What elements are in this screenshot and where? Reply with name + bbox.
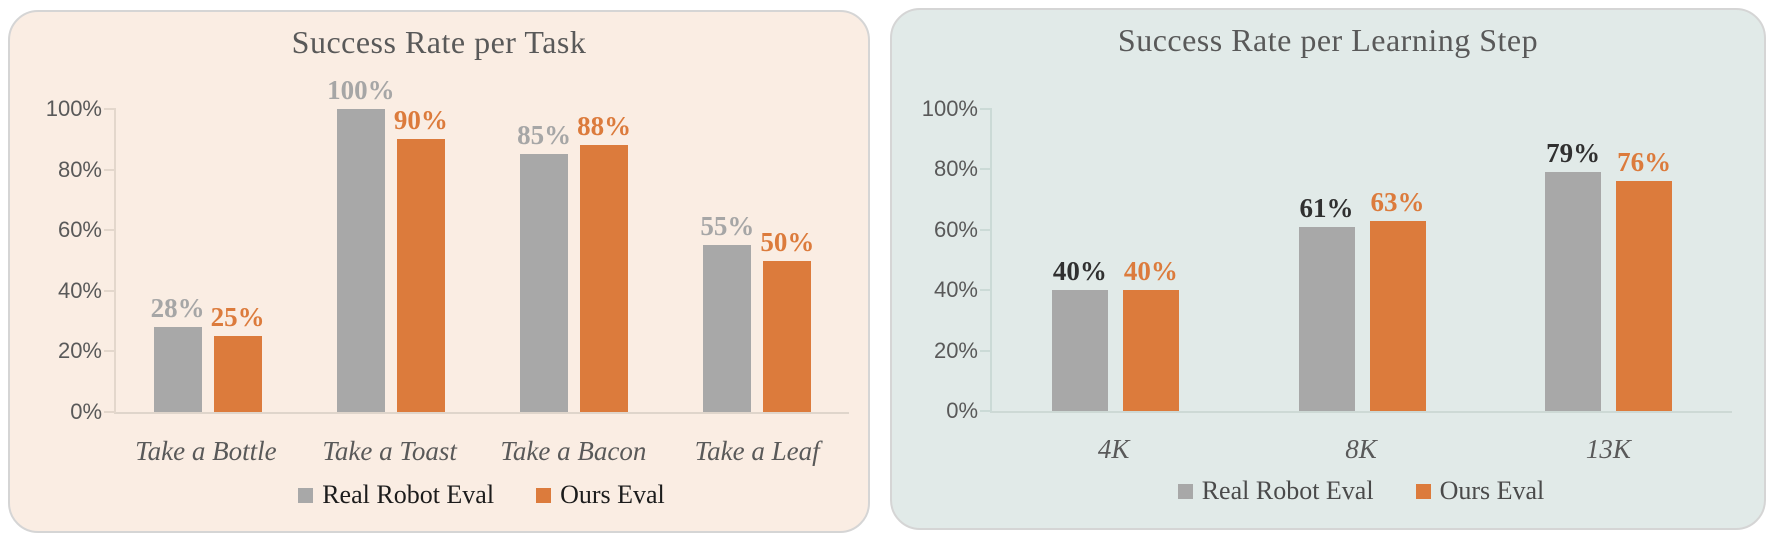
- plot-area: 0% 20% 40% 60% 80% 100% 28% 25% 100% 90% 85% 88% 55…: [46, 77, 849, 423]
- bar-real-robot-eval: 28%: [151, 295, 205, 412]
- y-axis-label: 100%: [45, 96, 102, 121]
- bar-value-label: 85%: [517, 120, 572, 151]
- bar-ours-eval: 90%: [394, 107, 448, 412]
- y-axis-label: 80%: [933, 156, 978, 182]
- category-label-13k: 13K: [1585, 434, 1631, 464]
- y-axis-tick: [104, 108, 116, 110]
- bar-group-take-a-leaf: 55% 50%: [666, 109, 849, 412]
- legend-swatch-ours-eval: [1415, 483, 1431, 499]
- y-axis-label: 60%: [57, 217, 102, 243]
- bar-value-label: 63%: [1370, 186, 1425, 217]
- y-axis-label: 40%: [57, 277, 102, 303]
- bar-group-8k: 61% 63%: [1239, 109, 1486, 411]
- category-label-8k: 8K: [1345, 434, 1377, 464]
- legend-swatch-real-robot-eval: [1177, 483, 1193, 499]
- chart-title: Success Rate per Learning Step: [1117, 22, 1539, 58]
- bar-value-label: 28%: [150, 293, 205, 324]
- y-axis-tick: [104, 168, 116, 171]
- bar-group-take-a-bottle: 28% 25%: [116, 109, 299, 412]
- bar-value-label: 50%: [760, 226, 815, 257]
- legend-swatch-real-robot-eval: [298, 487, 314, 503]
- legend: Real Robot Eval Ours Eval: [114, 482, 849, 508]
- bar-real-robot-eval: 55%: [700, 213, 754, 412]
- y-axis-tick: [980, 289, 992, 292]
- bar-groups: 28% 25% 100% 90% 85% 88% 55% 50%: [116, 77, 849, 412]
- legend-label-real-robot-eval: Real Robot Eval: [1201, 476, 1374, 505]
- bar-value-label: 55%: [700, 211, 755, 242]
- bar-value-label: 40%: [1123, 256, 1178, 287]
- bar-real-robot-eval: 61%: [1298, 194, 1355, 411]
- bar-ours-eval: 76%: [1616, 149, 1673, 411]
- legend-item-ours-eval: Ours Eval: [1415, 476, 1545, 505]
- bar-real-robot-eval: 100%: [327, 77, 395, 412]
- category-label-take-a-bacon: Take a Bacon: [500, 436, 647, 466]
- y-axis-tick: [980, 349, 992, 352]
- bar-group-4k: 40% 40%: [992, 109, 1239, 411]
- y-axis-label: 0%: [70, 399, 102, 424]
- bar-value-label: 90%: [393, 105, 448, 136]
- legend-item-real-robot-eval: Real Robot Eval: [1177, 476, 1374, 505]
- y-axis-tick: [980, 108, 992, 110]
- category-label-take-a-bottle: Take a Bottle: [135, 436, 277, 466]
- category-label-take-a-leaf: Take a Leaf: [694, 436, 820, 466]
- chart-title: Success Rate per Task: [291, 24, 587, 60]
- bar-group-13k: 79% 76%: [1485, 109, 1732, 411]
- legend-label-ours-eval: Ours Eval: [1439, 476, 1545, 505]
- bar-real-robot-eval: 40%: [1051, 258, 1108, 411]
- y-axis-tick: [104, 229, 116, 232]
- y-axis: 0% 20% 40% 60% 80% 100%: [46, 98, 849, 423]
- legend-swatch-ours-eval: [536, 487, 552, 503]
- bar-real-robot-eval: 79%: [1545, 140, 1602, 411]
- bar-value-label: 100%: [327, 75, 395, 105]
- y-axis-label: 80%: [57, 156, 102, 182]
- bar-ours-eval: 40%: [1122, 258, 1179, 411]
- bar-value-label: 76%: [1617, 147, 1672, 178]
- y-axis-label: 40%: [933, 277, 978, 303]
- bar-ours-eval: 88%: [577, 113, 631, 412]
- chart-panel-success-rate-per-learning-step: Success Rate per Learning Step 0% 20% 40% 6…: [890, 8, 1766, 530]
- bar-ours-eval: 50%: [760, 228, 814, 412]
- y-axis-label: 20%: [57, 338, 102, 364]
- bar-value-label: 25%: [210, 302, 265, 333]
- legend-item-ours-eval: Ours Eval: [536, 482, 665, 508]
- legend-item-real-robot-eval: Real Robot Eval: [298, 482, 494, 508]
- y-axis: 0% 20% 40% 60% 80% 100%: [922, 98, 1732, 422]
- plot-area: 0% 20% 40% 60% 80% 100% 40% 40% 61% 63% 79% 76%: [922, 98, 1732, 422]
- bar-value-label: 40%: [1052, 256, 1107, 287]
- x-axis-category-labels: Take a Bottle Take a Toast Take a Bacon Tak…: [114, 436, 849, 467]
- bar-value-label: 88%: [577, 111, 632, 142]
- y-axis-tick: [104, 411, 116, 413]
- legend: Real Robot Eval Ours Eval: [990, 478, 1732, 504]
- y-axis-label: 0%: [946, 398, 978, 423]
- y-axis-tick: [980, 168, 992, 171]
- legend-label-real-robot-eval: Real Robot Eval: [322, 480, 495, 509]
- bar-real-robot-eval: 85%: [517, 122, 571, 412]
- category-label-take-a-toast: Take a Toast: [322, 436, 457, 466]
- y-axis-tick: [980, 410, 992, 412]
- bar-value-label: 79%: [1546, 138, 1601, 169]
- chart-panel-success-rate-per-task: Success Rate per Task 0% 20% 40% 60% 80% 100%…: [8, 10, 870, 533]
- bar-ours-eval: 63%: [1369, 188, 1426, 411]
- bar-ours-eval: 25%: [211, 304, 265, 412]
- y-axis-tick: [104, 289, 116, 292]
- category-label-4k: 4K: [1097, 434, 1130, 464]
- legend-label-ours-eval: Ours Eval: [560, 480, 665, 509]
- y-axis-tick: [980, 228, 992, 231]
- x-axis-category-labels: 4K 8K 13K: [990, 434, 1732, 465]
- y-axis-label: 20%: [933, 337, 978, 363]
- bar-value-label: 61%: [1299, 192, 1354, 223]
- y-axis-tick: [104, 350, 116, 353]
- y-axis-label: 100%: [921, 96, 978, 121]
- bar-group-take-a-bacon: 85% 88%: [483, 109, 666, 412]
- y-axis-label: 60%: [933, 216, 978, 242]
- bar-group-take-a-toast: 100% 90%: [299, 77, 482, 412]
- bar-groups: 40% 40% 61% 63% 79% 76%: [992, 109, 1732, 411]
